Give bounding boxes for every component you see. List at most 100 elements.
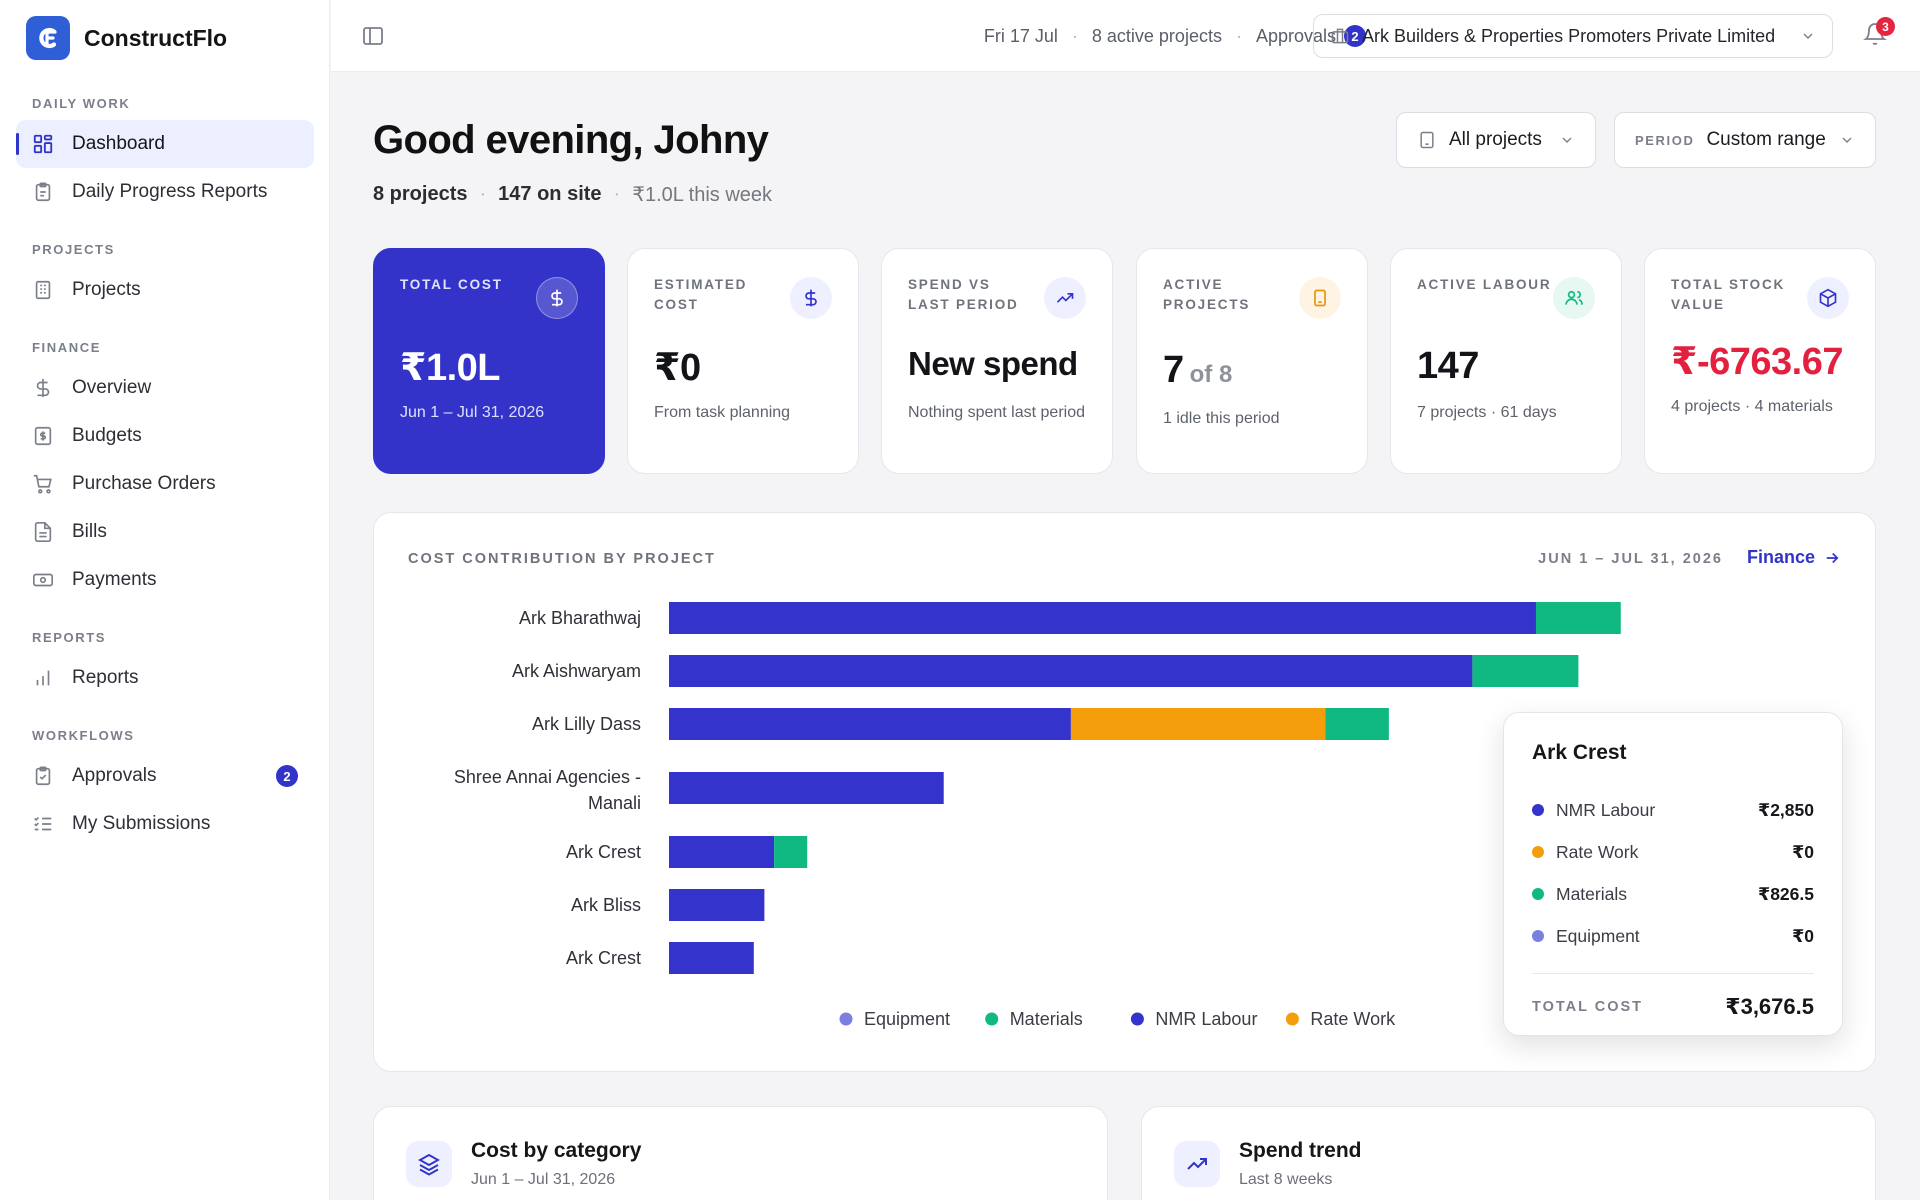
briefcase-icon: [1331, 28, 1349, 44]
card-subtitle: Jun 1 – Jul 31, 2026: [471, 1171, 616, 1188]
period-value: Custom range: [1706, 129, 1826, 150]
kpi-estimated-cost[interactable]: ESTIMATED COST ₹0 From task planning: [627, 248, 859, 474]
sidebar-item-budgets[interactable]: Budgets: [16, 412, 314, 460]
sidebar-item-label: Daily Progress Reports: [72, 181, 268, 202]
sidebar-item-purchase-orders[interactable]: Purchase Orders: [16, 460, 314, 508]
tooltip-rows: NMR Labour ₹2,850 Rate Work ₹0 Materials…: [1532, 789, 1814, 957]
tooltip-row: Equipment ₹0: [1532, 915, 1814, 957]
tooltip-row-value: ₹2,850: [1758, 799, 1814, 820]
brand[interactable]: ConstructFlo: [26, 16, 227, 60]
tooltip-total: TOTAL COST ₹3,676.5: [1532, 994, 1814, 1020]
category-label: Ark Crest: [566, 948, 641, 968]
bar-materials[interactable]: [1472, 655, 1579, 687]
grid-icon: [33, 134, 53, 154]
sidebar-item-projects[interactable]: Projects: [16, 266, 314, 314]
sidebar-item-label: My Submissions: [72, 813, 211, 834]
chevron-down-icon: [1803, 33, 1813, 39]
sidebar-item-daily-progress-reports[interactable]: Daily Progress Reports: [16, 168, 314, 216]
tooltip-row-label: Materials: [1556, 883, 1627, 904]
company-switcher[interactable]: Ark Builders & Properties Promoters Priv…: [1313, 14, 1833, 58]
sidebar-item-bills[interactable]: Bills: [16, 508, 314, 556]
legend-label[interactable]: Materials: [1010, 1009, 1083, 1029]
bar-materials[interactable]: [1325, 708, 1389, 740]
kpi-title: SPEND VS LAST PERIOD: [908, 277, 1019, 312]
chevron-down-icon: [1562, 137, 1572, 143]
section-reports: REPORTS: [32, 630, 107, 645]
users-icon: [1553, 277, 1595, 319]
sidebar-item-overview[interactable]: Overview: [16, 364, 314, 412]
kpi-active-projects[interactable]: ACTIVE PROJECTS 7 of 8 1 idle this period: [1136, 248, 1368, 474]
kpi-value: ₹0: [654, 347, 701, 389]
tooltip-row-value: ₹0: [1792, 841, 1814, 862]
toggle-sidebar-button[interactable]: [361, 24, 385, 53]
sidebar-item-payments[interactable]: Payments: [16, 556, 314, 604]
sidebar-item-label: Budgets: [72, 425, 142, 446]
bar-nmr-labour[interactable]: [669, 942, 754, 974]
sidebar-item-approvals[interactable]: Approvals 2: [16, 752, 314, 800]
finance-link-label: Finance: [1746, 547, 1815, 567]
bar-materials[interactable]: [1535, 602, 1621, 634]
cost-contribution-chart: Ark Bharathwaj Ark Aishwaryam Ark Lilly Da…: [454, 602, 1621, 1029]
kpi-title: ACTIVE LABOUR: [1417, 277, 1552, 292]
kpi-total-stock-value[interactable]: TOTAL STOCK VALUE ₹-6763.67 4 projects ·…: [1644, 248, 1876, 474]
kpi-active-labour[interactable]: ACTIVE LABOUR 147 7 projects · 61 days: [1390, 248, 1622, 474]
legend-label[interactable]: NMR Labour: [1155, 1009, 1257, 1029]
bar-materials[interactable]: [774, 836, 808, 868]
sidebar-item-label: Reports: [72, 667, 139, 688]
sidebar-item-label: Dashboard: [72, 133, 165, 154]
kpi-subtext: Jun 1 – Jul 31, 2026: [400, 404, 545, 421]
tooltip-row: Rate Work ₹0: [1532, 831, 1814, 873]
legend-label[interactable]: Rate Work: [1310, 1009, 1396, 1029]
finance-link[interactable]: Finance: [1747, 547, 1841, 568]
notifications-badge[interactable]: 3: [1876, 17, 1895, 36]
bar-nmr-labour[interactable]: [669, 708, 1071, 740]
sidebar-item-label: Purchase Orders: [72, 473, 216, 494]
kpi-spend-vs-last-period[interactable]: SPEND VS LAST PERIOD New spend Nothing s…: [881, 248, 1113, 474]
legend-swatch: [1532, 888, 1544, 900]
approvals-badge[interactable]: 2: [1344, 25, 1366, 47]
project-filter-value: All projects: [1449, 129, 1542, 150]
kpi-title: TOTAL COST: [400, 277, 503, 292]
separator-dot: ·: [1235, 25, 1242, 46]
kpi-value: 147: [1417, 345, 1479, 387]
dollar-icon: [536, 277, 578, 319]
legend-label[interactable]: Equipment: [864, 1009, 950, 1029]
kpi-cards: TOTAL COST ₹1.0L Jun 1 – Jul 31, 2026 ES…: [373, 248, 1876, 474]
project-filter-dropdown[interactable]: All projects: [1396, 112, 1596, 168]
sidebar-item-reports[interactable]: Reports: [16, 654, 314, 702]
notifications-button[interactable]: [1863, 22, 1887, 51]
on-site-count: 147 on site: [498, 183, 602, 205]
bar-nmr-labour[interactable]: [669, 889, 765, 921]
building-icon: [1299, 277, 1341, 319]
kpi-value: ₹-6763.67: [1671, 341, 1843, 383]
separator-dot: ·: [613, 183, 621, 205]
cost-by-category-card[interactable]: Cost by category Jun 1 – Jul 31, 2026: [373, 1106, 1108, 1200]
list-check-icon: [34, 816, 52, 831]
sidebar-item-label: Projects: [72, 279, 141, 300]
bar-nmr-labour[interactable]: [669, 602, 1536, 634]
tooltip-total-label: TOTAL COST: [1532, 999, 1644, 1015]
tooltip-row-label: Equipment: [1556, 925, 1640, 946]
bar-nmr-labour[interactable]: [669, 772, 944, 804]
kpi-total-cost[interactable]: TOTAL COST ₹1.0L Jun 1 – Jul 31, 2026: [373, 248, 605, 474]
sidebar-item-dashboard[interactable]: Dashboard: [16, 120, 314, 168]
top-info: Fri 17 Jul · 8 active projects · Approva…: [984, 0, 1400, 72]
bar-nmr-labour[interactable]: [669, 655, 1473, 687]
dollar-icon: [790, 277, 832, 319]
approvals-link[interactable]: Approvals: [1255, 25, 1336, 46]
sidebar-item-label: Approvals: [72, 765, 157, 786]
active-projects-count[interactable]: 8 active projects: [1091, 25, 1222, 46]
period-filter-dropdown[interactable]: PERIOD Custom range: [1614, 112, 1876, 168]
constructflo-logo-icon: [26, 16, 70, 60]
current-date: Fri 17 Jul: [983, 25, 1058, 46]
bar-nmr-labour[interactable]: [669, 836, 775, 868]
kpi-title: ACTIVE PROJECTS: [1163, 277, 1251, 312]
legend-swatch: [1285, 1012, 1299, 1026]
bar-rate-work[interactable]: [1070, 708, 1326, 740]
sidebar-item-my-submissions[interactable]: My Submissions: [16, 800, 314, 848]
category-label: Ark Aishwaryam: [512, 661, 641, 681]
spend-trend-card[interactable]: Spend trend Last 8 weeks: [1141, 1106, 1876, 1200]
kpi-subtext: 4 projects · 4 materials: [1671, 398, 1833, 415]
building-icon: [35, 280, 51, 300]
card-title: Cost by category: [471, 1139, 642, 1162]
